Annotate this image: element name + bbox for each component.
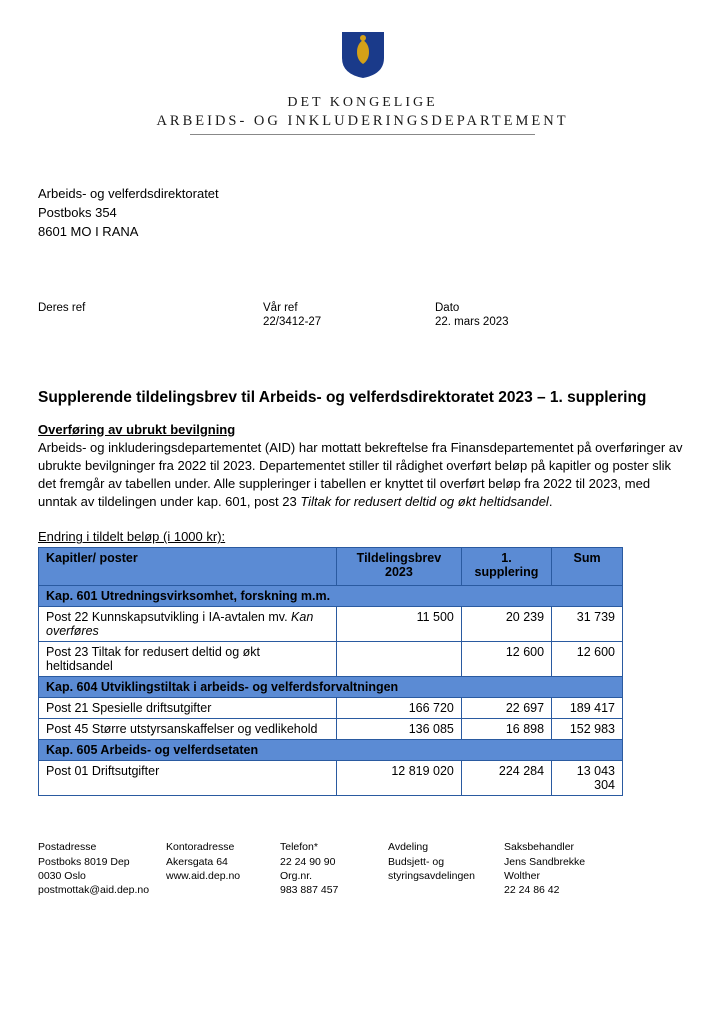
footer: Postadresse Postboks 8019 Dep 0030 Oslo … (38, 840, 687, 897)
table-cell-value: 22 697 (461, 698, 551, 719)
recipient-line: 8601 MO I RANA (38, 223, 687, 242)
coat-of-arms-icon (340, 30, 386, 80)
ref-deres: Deres ref (38, 302, 263, 328)
table-section-cell: Kap. 605 Arbeids- og velferdsetaten (39, 740, 623, 761)
table-cell-label: Post 01 Driftsutgifter (39, 761, 337, 796)
table-cell-value: 12 819 020 (336, 761, 461, 796)
footer-col-avdeling: Avdeling Budsjett- og styringsavdelingen (388, 840, 490, 897)
table-caption: Endring i tildelt beløp (i 1000 kr): (38, 529, 687, 544)
table-row: Kap. 604 Utviklingstiltak i arbeids- og … (39, 677, 623, 698)
table-cell-value (336, 642, 461, 677)
table-cell-value: 152 983 (552, 719, 623, 740)
table-cell-value: 136 085 (336, 719, 461, 740)
footer-line: 22 24 86 42 (504, 883, 624, 897)
footer-line: Org.nr. (280, 869, 374, 883)
table-cell-value: 166 720 (336, 698, 461, 719)
table-row: Kap. 605 Arbeids- og velferdsetaten (39, 740, 623, 761)
table-row: Post 22 Kunnskapsutvikling i IA-avtalen … (39, 607, 623, 642)
recipient-line: Arbeids- og velferdsdirektoratet (38, 185, 687, 204)
footer-line: Postadresse (38, 840, 152, 854)
table-header-cell: 1. supplering (461, 548, 551, 586)
footer-col-saksbehandler: Saksbehandler Jens Sandbrekke Wolther 22… (504, 840, 624, 897)
footer-line: 983 887 457 (280, 883, 374, 897)
letterhead: DET KONGELIGE ARBEIDS- OG INKLUDERINGSDE… (38, 30, 687, 135)
ministry-name: ARBEIDS- OG INKLUDERINGSDEPARTEMENT (38, 113, 687, 130)
body-paragraph: Arbeids- og inkluderingsdepartementet (A… (38, 439, 687, 512)
allocation-table: Kapitler/ poster Tildelingsbrev 2023 1. … (38, 547, 623, 796)
table-cell-value: 11 500 (336, 607, 461, 642)
ref-label: Deres ref (38, 302, 263, 314)
body-text: . (549, 494, 553, 509)
ref-value: 22/3412-27 (263, 316, 435, 328)
table-cell-value: 12 600 (552, 642, 623, 677)
table-cell-label: Post 21 Spesielle driftsutgifter (39, 698, 337, 719)
table-cell-label: Post 45 Større utstyrsanskaffelser og ve… (39, 719, 337, 740)
table-row: Kap. 601 Utredningsvirksomhet, forskning… (39, 586, 623, 607)
footer-line: Postboks 8019 Dep (38, 855, 152, 869)
footer-line: Akersgata 64 (166, 855, 266, 869)
table-cell-label: Post 22 Kunnskapsutvikling i IA-avtalen … (39, 607, 337, 642)
table-cell-value: 31 739 (552, 607, 623, 642)
footer-line: 0030 Oslo (38, 869, 152, 883)
footer-line: Kontoradresse (166, 840, 266, 854)
ref-label: Vår ref (263, 302, 435, 314)
footer-line: Saksbehandler (504, 840, 624, 854)
table-cell-value: 224 284 (461, 761, 551, 796)
table-section-cell: Kap. 604 Utviklingstiltak i arbeids- og … (39, 677, 623, 698)
ref-vaar: Vår ref 22/3412-27 (263, 302, 435, 328)
document-title: Supplerende tildelingsbrev til Arbeids- … (38, 388, 687, 408)
table-header-row: Kapitler/ poster Tildelingsbrev 2023 1. … (39, 548, 623, 586)
ref-value: 22. mars 2023 (435, 316, 595, 328)
table-row: Post 01 Driftsutgifter12 819 020224 2841… (39, 761, 623, 796)
table-cell-value: 13 043 304 (552, 761, 623, 796)
header-rule (190, 134, 535, 135)
table-cell-label: Post 23 Tiltak for redusert deltid og øk… (39, 642, 337, 677)
footer-line: Avdeling (388, 840, 490, 854)
ministry-subtitle: DET KONGELIGE (38, 95, 687, 111)
page: DET KONGELIGE ARBEIDS- OG INKLUDERINGSDE… (0, 0, 725, 927)
table-header-cell: Tildelingsbrev 2023 (336, 548, 461, 586)
footer-col-postadresse: Postadresse Postboks 8019 Dep 0030 Oslo … (38, 840, 152, 897)
footer-line: Telefon* (280, 840, 374, 854)
table-row: Post 23 Tiltak for redusert deltid og øk… (39, 642, 623, 677)
footer-line: postmottak@aid.dep.no (38, 883, 152, 897)
table-header-cell: Kapitler/ poster (39, 548, 337, 586)
table-cell-value: 20 239 (461, 607, 551, 642)
section-heading: Overføring av ubrukt bevilgning (38, 422, 687, 437)
footer-line: Budsjett- og styringsavdelingen (388, 855, 490, 883)
footer-col-telefon: Telefon* 22 24 90 90 Org.nr. 983 887 457 (280, 840, 374, 897)
ref-label: Dato (435, 302, 595, 314)
reference-row: Deres ref Vår ref 22/3412-27 Dato 22. ma… (38, 302, 687, 328)
ref-dato: Dato 22. mars 2023 (435, 302, 595, 328)
recipient-line: Postboks 354 (38, 204, 687, 223)
footer-line: www.aid.dep.no (166, 869, 266, 883)
footer-line: Jens Sandbrekke Wolther (504, 855, 624, 883)
table-header-cell: Sum (552, 548, 623, 586)
footer-line: 22 24 90 90 (280, 855, 374, 869)
table-row: Post 21 Spesielle driftsutgifter166 7202… (39, 698, 623, 719)
table-row: Post 45 Større utstyrsanskaffelser og ve… (39, 719, 623, 740)
recipient-address: Arbeids- og velferdsdirektoratet Postbok… (38, 185, 687, 242)
body-text-italic: Tiltak for redusert deltid og økt heltid… (300, 494, 548, 509)
table-section-cell: Kap. 601 Utredningsvirksomhet, forskning… (39, 586, 623, 607)
table-cell-value: 12 600 (461, 642, 551, 677)
table-cell-value: 189 417 (552, 698, 623, 719)
footer-col-kontoradresse: Kontoradresse Akersgata 64 www.aid.dep.n… (166, 840, 266, 897)
table-cell-value: 16 898 (461, 719, 551, 740)
